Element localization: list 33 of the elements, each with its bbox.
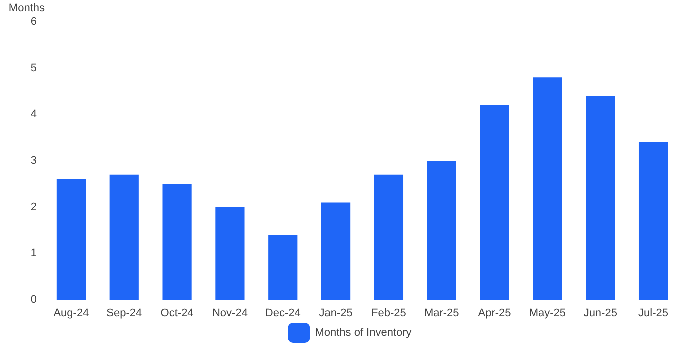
x-tick-label: Jun-25 — [584, 308, 618, 320]
bar — [268, 235, 298, 300]
x-tick-label: Jan-25 — [319, 308, 353, 320]
bar — [374, 174, 404, 300]
legend-label: Months of Inventory — [315, 327, 412, 339]
x-tick-label: Mar-25 — [424, 308, 460, 320]
bar — [586, 96, 616, 300]
x-tick-label: May-25 — [529, 308, 566, 320]
x-tick-label: Dec-24 — [265, 308, 301, 320]
y-tick-label: 5 — [30, 62, 37, 74]
bar — [533, 78, 562, 300]
x-tick-label: Jul-25 — [638, 308, 669, 320]
y-tick-label: 6 — [30, 16, 37, 28]
y-tick-label: 4 — [30, 108, 37, 121]
y-tick-label: 2 — [30, 201, 37, 214]
bar — [110, 174, 139, 300]
x-tick-label: Apr-25 — [478, 308, 512, 320]
bar — [427, 161, 456, 300]
x-tick-label: Feb-25 — [372, 308, 406, 320]
x-tick-label: Oct-24 — [160, 308, 194, 320]
bar — [321, 202, 351, 300]
x-tick-label: Sep-24 — [106, 308, 142, 320]
bar — [638, 142, 668, 300]
bar — [216, 207, 245, 300]
y-tick-label: 1 — [30, 248, 37, 260]
y-tick-label: 0 — [30, 294, 37, 306]
bar — [480, 105, 510, 300]
x-tick-label: Aug-24 — [54, 308, 90, 320]
bar — [56, 180, 86, 300]
x-tick-label: Nov-24 — [212, 308, 248, 320]
y-axis-title: Months — [8, 2, 46, 14]
y-tick-label: 3 — [30, 155, 37, 167]
bar — [162, 184, 192, 300]
